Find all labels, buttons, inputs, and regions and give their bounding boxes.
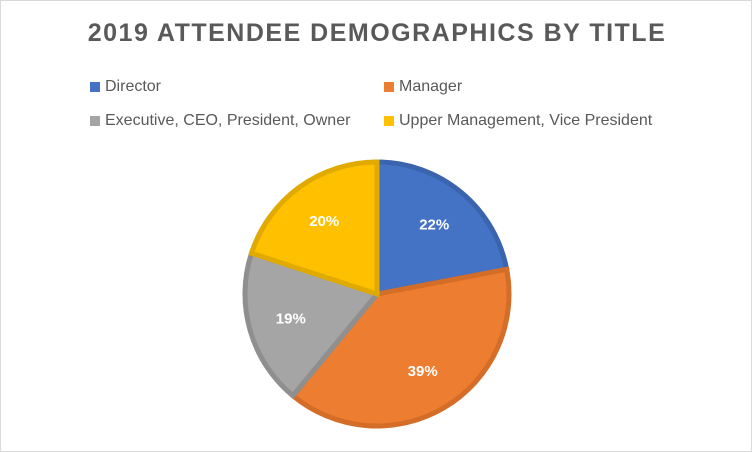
pie-slice-upper-management <box>248 159 380 298</box>
data-label-director: 22% <box>419 216 449 233</box>
legend-swatch-director <box>90 82 100 92</box>
data-label-manager: 39% <box>408 363 438 380</box>
data-label-executive: 19% <box>276 311 306 328</box>
chart-legend: Director Manager Executive, CEO, Preside… <box>1 1 752 141</box>
legend-swatch-upper-management <box>384 116 394 126</box>
legend-item-director: Director <box>90 78 161 96</box>
legend-item-executive: Executive, CEO, President, Owner <box>90 112 350 130</box>
legend-label-executive: Executive, CEO, President, Owner <box>105 112 351 129</box>
legend-label-director: Director <box>105 78 162 95</box>
pie-slice-director <box>374 159 510 298</box>
legend-swatch-manager <box>384 82 394 92</box>
legend-item-manager: Manager <box>384 78 462 96</box>
legend-swatch-executive <box>90 116 100 126</box>
chart-title: 2019 ATTENDEE DEMOGRAPHICS BY TITLE <box>87 19 667 47</box>
legend-label-upper-management: Upper Management, Vice President <box>399 112 653 129</box>
pie-slice-executive <box>242 250 382 400</box>
pie-slice-manager <box>289 266 512 429</box>
legend-item-upper-management: Upper Management, Vice President <box>384 112 652 130</box>
legend-label-manager: Manager <box>399 78 463 95</box>
data-label-upper-management: 20% <box>309 213 339 230</box>
